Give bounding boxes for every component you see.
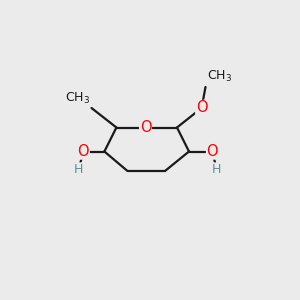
- Text: H: H: [212, 163, 221, 176]
- Text: O: O: [140, 120, 151, 135]
- Text: CH$_3$: CH$_3$: [207, 69, 232, 84]
- Text: H: H: [74, 163, 83, 176]
- Text: O: O: [207, 144, 218, 159]
- Text: CH$_3$: CH$_3$: [65, 91, 90, 106]
- Text: O: O: [78, 144, 89, 159]
- Text: O: O: [196, 100, 207, 116]
